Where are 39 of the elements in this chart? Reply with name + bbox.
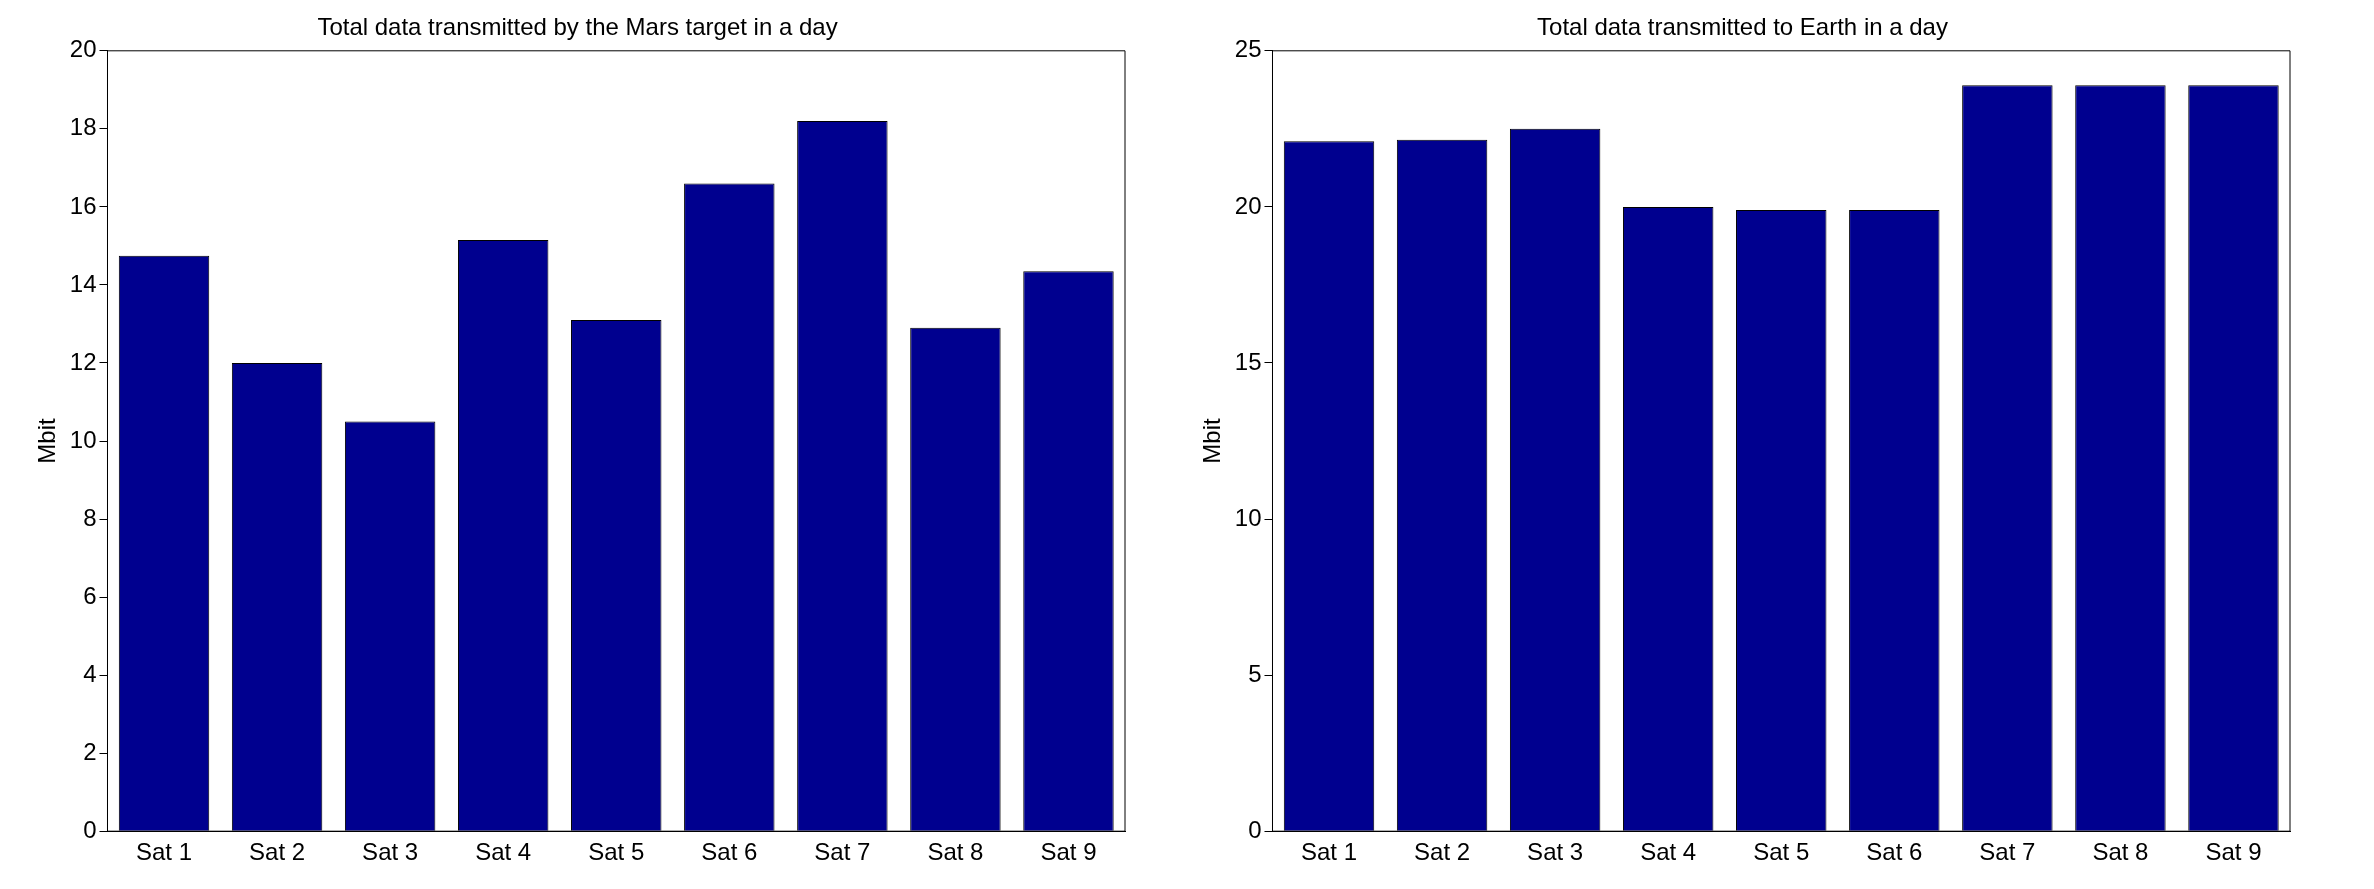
y-tick-label: 18	[69, 113, 97, 141]
x-tick-label: Sat 6	[701, 838, 758, 866]
x-tick-label: Sat 1	[1301, 838, 1358, 866]
x-tick-label: Sat 4	[1640, 838, 1697, 866]
y-tick-label: 20	[1234, 191, 1262, 219]
x-tick-label: Sat 5	[1753, 838, 1810, 866]
y-axis-title: Mbit	[33, 418, 61, 464]
x-tick-label: Sat 2	[249, 838, 306, 866]
x-tick-label: Sat 1	[136, 838, 193, 866]
y-tick-label: 5	[1248, 659, 1262, 687]
y-tick-label: 2	[83, 737, 97, 765]
y-tick-label: 14	[69, 269, 97, 297]
chart-title: Total data transmitted by the Mars target in a day	[317, 13, 838, 41]
x-tick-label: Sat 3	[1527, 838, 1584, 866]
x-tick-label: Sat 9	[1040, 838, 1097, 866]
y-tick-label: 6	[83, 581, 97, 609]
x-tick-label: Sat 7	[814, 838, 871, 866]
x-tick-label: Sat 4	[475, 838, 532, 866]
x-tick-label: Sat 7	[1979, 838, 2036, 866]
y-tick-label: 16	[69, 191, 97, 219]
y-tick-label: 15	[1234, 347, 1262, 375]
y-tick-label: 8	[83, 503, 97, 531]
y-tick-label: 25	[1234, 35, 1262, 63]
y-tick-label: 10	[69, 425, 97, 453]
y-tick-label: 12	[69, 347, 97, 375]
y-tick-label: 10	[1234, 503, 1262, 531]
x-tick-label: Sat 8	[927, 838, 984, 866]
x-tick-label: Sat 3	[362, 838, 419, 866]
x-tick-label: Sat 2	[1414, 838, 1471, 866]
chart-title: Total data transmitted to Earth in a day	[1537, 13, 1948, 41]
x-tick-label: Sat 5	[588, 838, 645, 866]
y-axis-title: Mbit	[1198, 418, 1226, 464]
y-tick-label: 20	[69, 35, 97, 63]
y-tick-label: 0	[1248, 815, 1262, 843]
x-tick-label: Sat 9	[2205, 838, 2262, 866]
y-tick-label: 0	[83, 815, 97, 843]
x-tick-label: Sat 6	[1866, 838, 1923, 866]
x-tick-label: Sat 8	[2092, 838, 2149, 866]
y-tick-label: 4	[83, 659, 97, 687]
